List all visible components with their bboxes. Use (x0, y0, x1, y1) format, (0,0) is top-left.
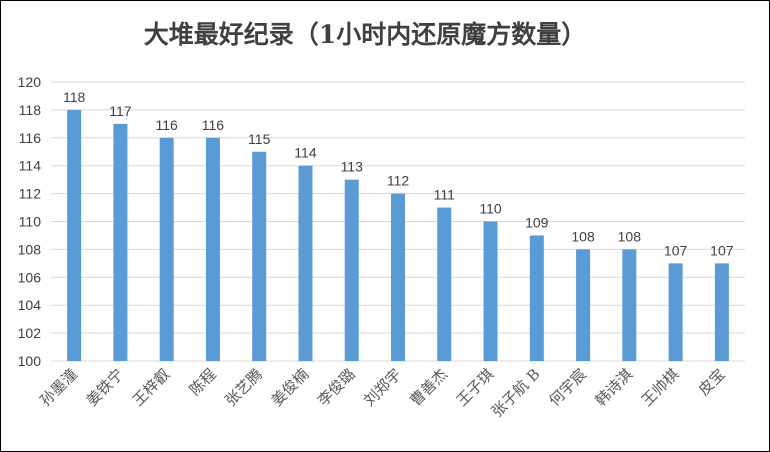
bars (67, 109, 729, 362)
data-label: 115 (248, 131, 271, 147)
bar (298, 165, 313, 361)
bar (159, 137, 174, 361)
bar (344, 179, 359, 361)
category-label: 姜俊楠 (268, 365, 313, 410)
category-label: 孙墨潼 (36, 365, 81, 410)
y-axis-tick-labels: 100 102 104 106 108 110 112 114 116 118 120 (18, 74, 42, 369)
y-tick-label: 104 (18, 297, 42, 313)
data-label: 111 (434, 187, 455, 203)
data-labels: 118 117 116 116 115 114 113 112 111 110 109 108 108 1… (63, 89, 734, 258)
y-tick-label: 114 (19, 158, 42, 174)
data-label: 108 (571, 228, 595, 244)
category-label: 曹善杰 (407, 365, 452, 410)
data-label: 109 (525, 214, 549, 230)
data-label: 117 (109, 103, 132, 119)
category-label: 王子琪 (453, 365, 498, 410)
bar (529, 235, 544, 361)
y-tick-label: 106 (18, 269, 42, 285)
category-label: 李俊璐 (314, 365, 359, 410)
data-label: 108 (618, 228, 642, 244)
category-label: 刘郑宇 (360, 365, 405, 410)
category-label: 张子航 B (488, 365, 544, 421)
bar (252, 151, 267, 361)
category-label: 张艺腾 (221, 365, 266, 410)
bar (67, 109, 82, 362)
category-label: 王帅棋 (638, 365, 683, 410)
y-tick-label: 116 (19, 130, 42, 146)
category-label: 皮宝 (695, 365, 729, 399)
y-tick-label: 108 (18, 241, 42, 257)
data-label: 113 (341, 159, 364, 175)
y-tick-label: 102 (18, 325, 42, 341)
category-label: 陈程 (186, 365, 220, 399)
bar (714, 263, 729, 361)
data-label: 116 (202, 117, 225, 133)
data-label: 112 (387, 173, 410, 189)
bar (113, 123, 128, 361)
bar (391, 193, 405, 361)
data-label: 107 (710, 242, 734, 258)
category-label: 韩诗淇 (592, 365, 637, 410)
y-tick-label: 100 (18, 353, 42, 369)
category-label: 何宇宸 (545, 365, 590, 410)
data-label: 110 (479, 201, 502, 217)
bar (205, 137, 220, 361)
y-tick-label: 120 (18, 74, 42, 90)
bar (437, 207, 452, 361)
y-tick-label: 118 (19, 102, 42, 118)
data-label: 107 (664, 242, 688, 258)
y-tick-label: 112 (19, 186, 42, 202)
bar (576, 249, 591, 361)
data-label: 118 (63, 89, 86, 105)
y-tick-label: 110 (19, 214, 42, 230)
bar (668, 263, 683, 361)
data-label: 116 (156, 117, 179, 133)
bar (622, 249, 637, 361)
category-label: 姜铁宁 (83, 365, 128, 410)
category-label: 王梓叡 (129, 365, 174, 410)
data-label: 114 (294, 145, 317, 161)
chart-title: 大堆最好纪录（1小时内还原魔方数量） (144, 20, 586, 49)
bar (483, 221, 498, 361)
